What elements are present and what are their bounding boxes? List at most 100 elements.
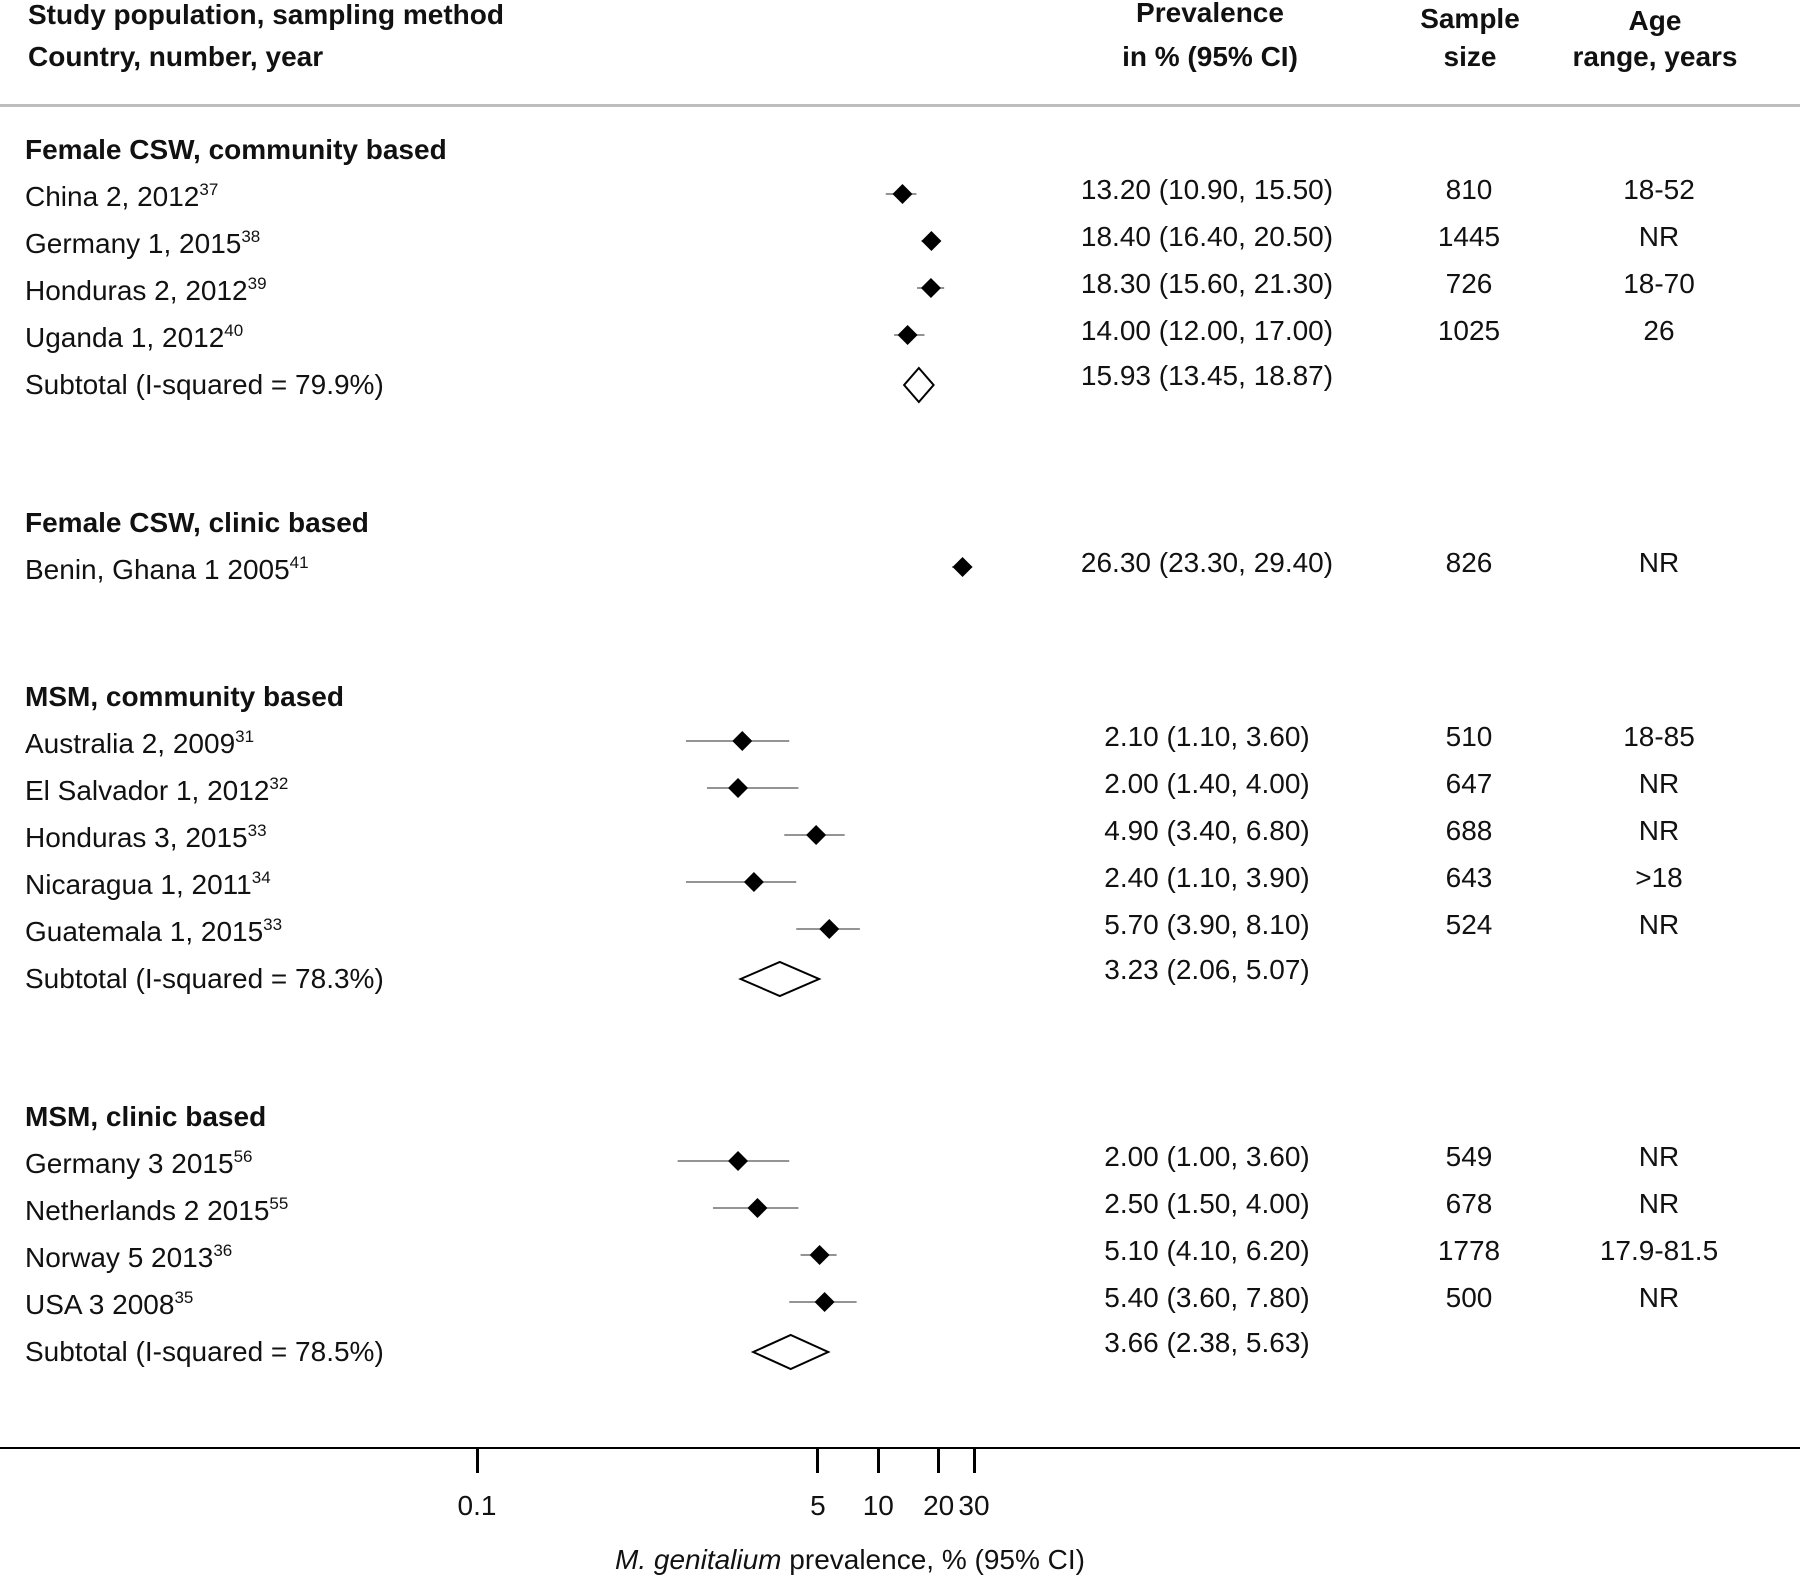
study-point-marker — [897, 325, 918, 345]
group-title: Female CSW, community based — [25, 134, 447, 165]
study-age-range: 18-70 — [1623, 268, 1695, 299]
study-age-range: NR — [1638, 768, 1680, 799]
study-point-marker — [814, 1292, 835, 1312]
study-name: Uganda 1, 2012 — [25, 322, 225, 353]
study-age-range: NR — [1638, 1282, 1680, 1313]
study-ci-text: 5.70 (3.90, 8.10) — [1104, 909, 1310, 940]
study-label: Benin, Ghana 1 200541 — [25, 554, 309, 586]
study-sample-size: 500 — [1445, 1282, 1493, 1313]
study-sample-size: 1778 — [1437, 1235, 1501, 1266]
study-sample-size: 810 — [1445, 174, 1493, 205]
x-axis-line — [0, 1447, 1800, 1449]
study-sample-size: 678 — [1445, 1188, 1493, 1219]
study-sample-size: 1025 — [1437, 315, 1501, 346]
study-age-range: 18-85 — [1623, 721, 1695, 752]
study-ci-text: 2.50 (1.50, 4.00) — [1104, 1188, 1310, 1219]
group-title: MSM, community based — [25, 681, 344, 712]
header-separator — [0, 104, 1800, 107]
study-point-marker — [809, 1245, 830, 1265]
study-point-marker — [819, 919, 840, 939]
x-axis-label-italic: M. genitalium — [615, 1544, 782, 1575]
study-reference: 36 — [213, 1241, 233, 1260]
study-label: Germany 1, 201538 — [25, 228, 260, 260]
study-reference: 40 — [224, 321, 244, 340]
subtotal-label: Subtotal (I-squared = 78.5%) — [25, 1336, 384, 1367]
study-label: Honduras 2, 201239 — [25, 275, 267, 307]
study-ci-text: 2.00 (1.00, 3.60) — [1104, 1141, 1310, 1172]
header-age-line2: range, years — [1572, 41, 1738, 72]
study-name: Honduras 3, 2015 — [25, 822, 248, 853]
header-prevalence-line2: in % (95% CI) — [1122, 41, 1298, 72]
study-ci-text: 2.00 (1.40, 4.00) — [1104, 768, 1310, 799]
subtotal-label: Subtotal (I-squared = 78.3%) — [25, 963, 384, 994]
study-name: Benin, Ghana 1 2005 — [25, 554, 290, 585]
study-sample-size: 826 — [1445, 547, 1493, 578]
subtotal-diamond — [738, 960, 822, 998]
study-sample-size: 510 — [1445, 721, 1493, 752]
x-axis-tick-label: 5 — [810, 1490, 826, 1521]
study-ci-text: 2.40 (1.10, 3.90) — [1104, 862, 1310, 893]
x-axis-tick-label: 30 — [958, 1490, 990, 1521]
x-axis-label-rest: prevalence, % (95% CI) — [781, 1544, 1085, 1575]
x-axis-tick-mark — [972, 1448, 976, 1473]
subtotal-diamond — [750, 1333, 831, 1371]
group-title: Female CSW, clinic based — [25, 507, 369, 538]
subtotal-ci-text: 3.23 (2.06, 5.07) — [1104, 954, 1310, 985]
study-reference: 33 — [247, 821, 267, 840]
study-ci-text: 4.90 (3.40, 6.80) — [1104, 815, 1310, 846]
study-ci-text: 26.30 (23.30, 29.40) — [1080, 547, 1334, 578]
subtotal-label: Subtotal (I-squared = 79.9%) — [25, 369, 384, 400]
study-sample-size: 647 — [1445, 768, 1493, 799]
group-title: MSM, clinic based — [25, 1101, 267, 1132]
study-name: Germany 1, 2015 — [25, 228, 242, 259]
study-point-marker — [732, 731, 753, 751]
study-reference: 39 — [247, 274, 267, 293]
study-label: China 2, 201237 — [25, 181, 218, 213]
x-axis-tick-mark — [475, 1448, 479, 1473]
header-age-line1: Age — [1628, 5, 1682, 36]
study-name: El Salvador 1, 2012 — [25, 775, 270, 806]
subtotal-ci-text: 15.93 (13.45, 18.87) — [1080, 360, 1334, 391]
header-prevalence-line1: Prevalence — [1136, 0, 1284, 28]
study-reference: 35 — [174, 1288, 194, 1307]
study-label: Norway 5 201336 — [25, 1242, 232, 1274]
study-age-range: NR — [1638, 1141, 1680, 1172]
study-label: El Salvador 1, 201232 — [25, 775, 288, 807]
study-ci-text: 18.40 (16.40, 20.50) — [1080, 221, 1334, 252]
study-point-marker — [921, 231, 942, 251]
x-axis-tick-mark — [937, 1448, 941, 1473]
study-age-range: NR — [1638, 815, 1680, 846]
study-point-marker — [743, 872, 764, 892]
study-label: Uganda 1, 201240 — [25, 322, 243, 354]
header-sample-line1: Sample — [1420, 3, 1520, 34]
x-axis-tick-mark — [816, 1448, 820, 1473]
study-point-marker — [747, 1198, 768, 1218]
study-age-range: NR — [1638, 909, 1680, 940]
study-ci-text: 2.10 (1.10, 3.60) — [1104, 721, 1310, 752]
study-name: Netherlands 2 2015 — [25, 1195, 270, 1226]
study-reference: 34 — [251, 868, 271, 887]
x-axis-tick-label: 20 — [923, 1490, 955, 1521]
x-axis-label: M. genitalium prevalence, % (95% CI) — [490, 1544, 1210, 1576]
study-reference: 55 — [269, 1194, 289, 1213]
study-name: Norway 5 2013 — [25, 1242, 214, 1273]
study-reference: 33 — [263, 915, 283, 934]
study-ci-text: 18.30 (15.60, 21.30) — [1080, 268, 1334, 299]
header-sample-line2: size — [1443, 41, 1497, 72]
study-age-range: NR — [1638, 1188, 1680, 1219]
subtotal-ci-text: 3.66 (2.38, 5.63) — [1104, 1327, 1310, 1358]
study-reference: 31 — [235, 727, 255, 746]
study-sample-size: 549 — [1445, 1141, 1493, 1172]
x-axis-tick-mark — [876, 1448, 880, 1473]
study-label: Honduras 3, 201533 — [25, 822, 267, 854]
study-reference: 38 — [241, 227, 261, 246]
study-age-range: NR — [1638, 547, 1680, 578]
study-age-range: 17.9-81.5 — [1599, 1235, 1719, 1266]
study-name: Germany 3 2015 — [25, 1148, 234, 1179]
study-sample-size: 643 — [1445, 862, 1493, 893]
study-label: Australia 2, 200931 — [25, 728, 254, 760]
study-age-range: 18-52 — [1623, 174, 1695, 205]
study-sample-size: 688 — [1445, 815, 1493, 846]
study-ci-text: 5.10 (4.10, 6.20) — [1104, 1235, 1310, 1266]
